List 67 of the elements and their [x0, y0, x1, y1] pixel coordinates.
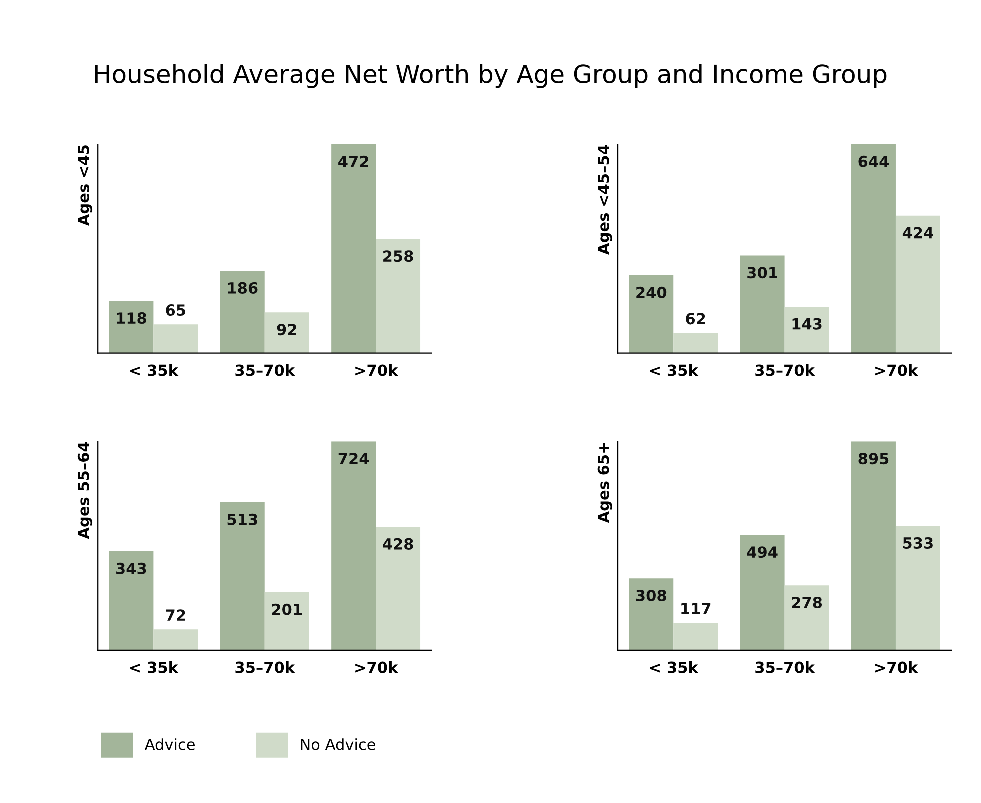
x-tick-label: < 35k: [130, 364, 179, 376]
data-label: 308: [636, 590, 666, 602]
data-label: 65: [166, 304, 186, 316]
bar: [109, 301, 154, 354]
data-label: 494: [747, 546, 778, 558]
bar: [264, 592, 310, 650]
bar: [154, 630, 198, 650]
bar: [154, 324, 198, 354]
legend-label: No Advice: [301, 738, 376, 750]
y-axis-title: Ages <45: [78, 146, 93, 226]
bar: [332, 144, 376, 354]
bar: [220, 502, 265, 650]
bar: [852, 442, 896, 650]
bar: [852, 144, 896, 354]
bar: [376, 239, 421, 354]
x-tick-label: >70k: [356, 364, 398, 376]
bar: [220, 271, 265, 354]
y-axis-title: Ages 55–64: [78, 442, 93, 540]
data-label: 301: [748, 267, 778, 279]
bar: [376, 527, 421, 650]
bar: [109, 552, 154, 650]
data-label: 724: [338, 453, 370, 464]
x-tick-label: 35–70k: [236, 364, 296, 376]
data-label: 240: [636, 286, 667, 298]
data-label: 143: [792, 318, 822, 330]
data-label: 278: [792, 596, 822, 609]
y-axis-title: Ages 65+: [598, 443, 612, 524]
bar: [629, 578, 674, 650]
x-tick-label: 35–70k: [236, 662, 296, 674]
data-label: 118: [117, 312, 146, 324]
x-tick-label: >70k: [875, 364, 918, 376]
bar: [896, 216, 940, 354]
bar: [784, 586, 830, 650]
data-label: 186: [228, 282, 258, 294]
data-label: 895: [858, 453, 889, 465]
bar: [896, 526, 940, 650]
data-label: 533: [903, 537, 933, 550]
bar: [784, 306, 830, 354]
bar: [629, 276, 674, 354]
data-label: 92: [277, 324, 296, 336]
text: Household Average Net Worth by Age Group and Income Group: [95, 64, 887, 88]
data-label: 258: [384, 250, 414, 262]
x-tick-label: < 35k: [650, 662, 699, 674]
data-label: 424: [902, 227, 934, 239]
bar: [740, 535, 785, 650]
bar: [264, 312, 310, 354]
x-tick-label: >70k: [875, 662, 918, 674]
legend-label: Advice: [144, 738, 195, 750]
bar: [674, 623, 718, 650]
bar: [332, 442, 376, 650]
data-label: 343: [116, 562, 146, 574]
x-tick-label: < 35k: [650, 364, 699, 376]
data-label: 472: [338, 156, 368, 168]
x-tick-label: >70k: [356, 662, 398, 674]
data-label: 201: [272, 604, 302, 616]
x-tick-label: < 35k: [130, 662, 179, 674]
x-tick-label: 35–70k: [756, 662, 816, 674]
bar: [740, 256, 785, 354]
data-label: 513: [228, 514, 258, 526]
data-label: 72: [166, 610, 186, 621]
data-label: 644: [858, 156, 889, 168]
data-label: 428: [383, 538, 414, 550]
data-label: 117: [682, 603, 711, 614]
bar: [674, 333, 718, 354]
x-tick-label: 35–70k: [756, 364, 816, 376]
data-label: 62: [686, 313, 706, 325]
y-axis-title: Ages <45–54: [598, 145, 612, 255]
